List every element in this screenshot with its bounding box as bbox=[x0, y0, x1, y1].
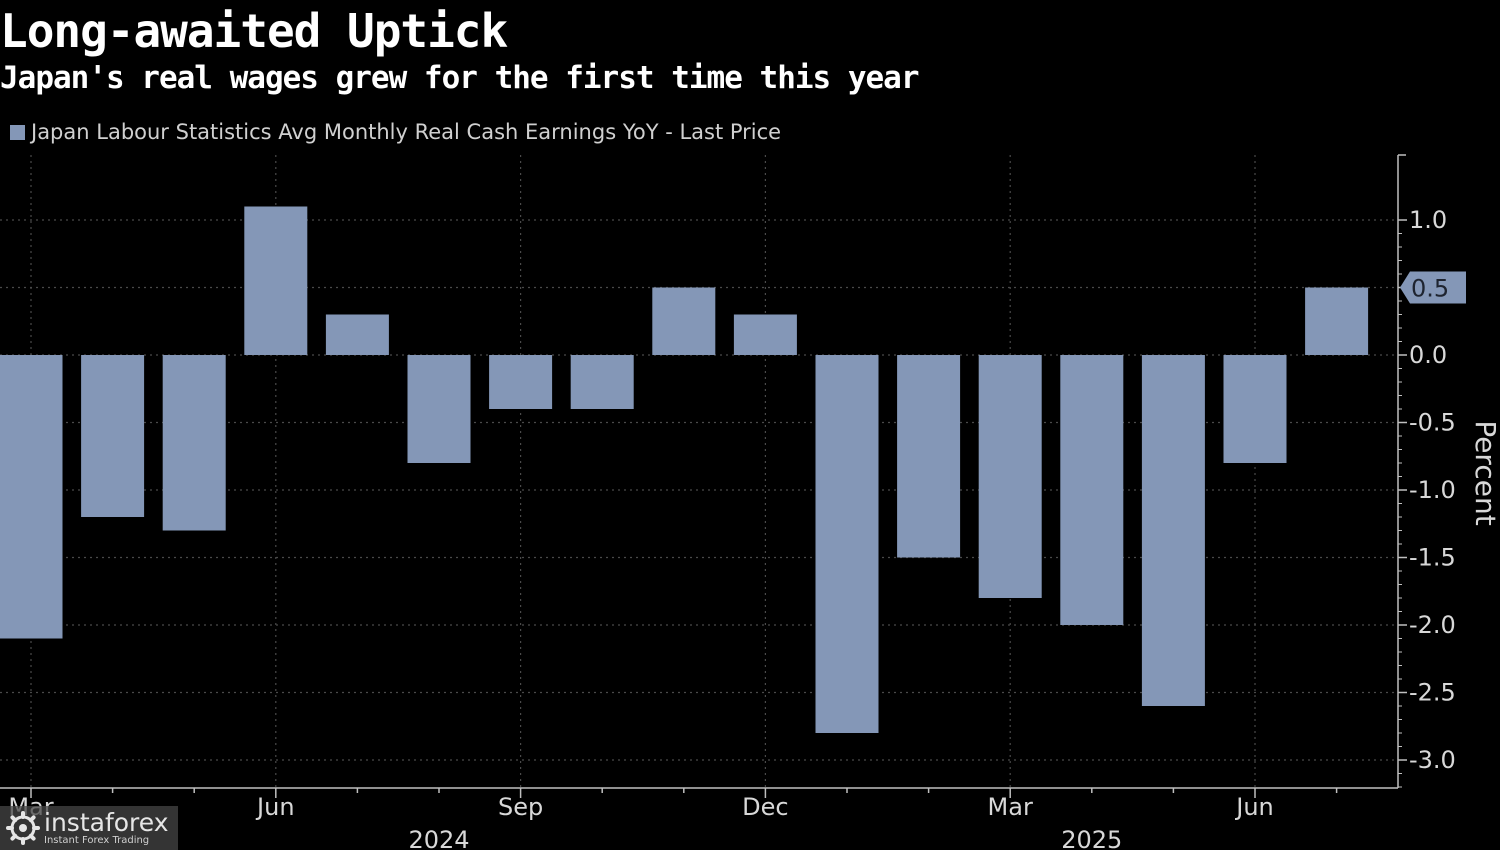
bar bbox=[1060, 355, 1124, 625]
x-tick-label: Mar bbox=[988, 793, 1033, 821]
bar bbox=[244, 206, 308, 355]
bar bbox=[570, 355, 634, 409]
last-value-callout bbox=[1400, 271, 1466, 304]
watermark-brand: instaforex bbox=[44, 808, 169, 837]
y-tick-label: -3.0 bbox=[1409, 746, 1456, 774]
bar bbox=[815, 355, 879, 733]
y-tick-label: 1.0 bbox=[1409, 206, 1447, 234]
bar bbox=[162, 355, 226, 531]
bar bbox=[81, 355, 145, 517]
legend-swatch bbox=[10, 124, 25, 140]
bar bbox=[1141, 355, 1205, 706]
bar bbox=[1223, 355, 1287, 463]
y-axis-title: Percent bbox=[1469, 420, 1500, 525]
last-value-label: 0.5 bbox=[1411, 275, 1449, 303]
y-tick-label: 0.0 bbox=[1409, 341, 1447, 369]
bar bbox=[978, 355, 1042, 598]
bar bbox=[652, 287, 716, 355]
x-tick-label: Sep bbox=[498, 793, 543, 821]
bar bbox=[489, 355, 553, 409]
x-year-label: 2024 bbox=[408, 826, 469, 850]
y-tick-label: -0.5 bbox=[1409, 409, 1456, 437]
watermark: instaforex Instant Forex Trading bbox=[0, 806, 178, 850]
y-tick-label: -1.5 bbox=[1409, 544, 1456, 572]
x-year-label: 2025 bbox=[1061, 826, 1122, 850]
bar bbox=[407, 355, 471, 463]
x-tick-label: Jun bbox=[255, 793, 295, 821]
watermark-tagline: Instant Forex Trading bbox=[44, 835, 150, 846]
bar bbox=[733, 314, 797, 355]
bar bbox=[325, 314, 389, 355]
y-tick-label: -2.5 bbox=[1409, 679, 1456, 707]
x-tick-label: Dec bbox=[742, 793, 788, 821]
x-tick-label: Jun bbox=[1234, 793, 1274, 821]
bar bbox=[0, 355, 63, 639]
chart-subtitle: Japan's real wages grew for the first ti… bbox=[0, 60, 920, 96]
bar bbox=[1305, 287, 1369, 355]
instaforex-logo-icon bbox=[6, 811, 40, 845]
y-tick-label: -1.0 bbox=[1409, 476, 1456, 504]
bar bbox=[897, 355, 961, 558]
y-tick-label: -2.0 bbox=[1409, 611, 1456, 639]
legend: Japan Labour Statistics Avg Monthly Real… bbox=[10, 120, 781, 144]
chart-title: Long-awaited Uptick bbox=[0, 4, 508, 58]
legend-label: Japan Labour Statistics Avg Monthly Real… bbox=[31, 120, 782, 144]
